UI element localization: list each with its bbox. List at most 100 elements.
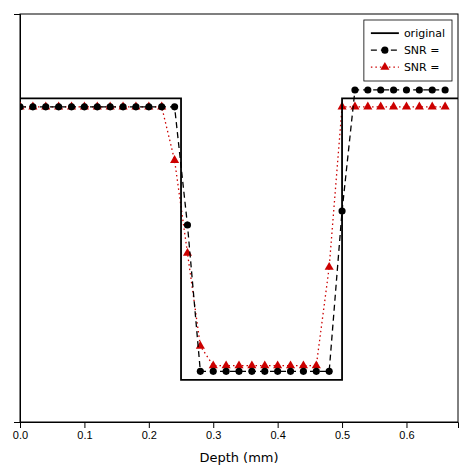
x-axis-title: Depth (mm): [199, 450, 278, 465]
series-marker: [106, 102, 115, 110]
x-tick-mark: [278, 422, 279, 428]
series-marker: [312, 360, 321, 368]
series-marker: [441, 102, 450, 110]
series-marker: [429, 86, 436, 93]
series-marker: [42, 103, 49, 110]
series-marker: [20, 102, 25, 110]
series-line: [20, 90, 445, 371]
data: [20, 86, 458, 379]
x-tick-label: 0.3: [206, 429, 221, 441]
series-marker: [286, 360, 295, 368]
x-tick: 0.2: [142, 422, 157, 441]
x-tick-label: 0.2: [142, 429, 157, 441]
legend-item: SNR =: [371, 61, 443, 74]
series-line: [20, 98, 458, 379]
series-marker: [210, 368, 217, 375]
legend-items: original SNR = SNR =: [371, 27, 445, 74]
series-marker: [416, 86, 423, 93]
x-tick-mark: [213, 422, 214, 428]
series-marker: [54, 102, 63, 110]
series-marker: [197, 368, 204, 375]
series-marker: [28, 102, 37, 110]
series-marker: [131, 102, 140, 110]
series-marker: [377, 86, 384, 93]
series-marker: [326, 368, 333, 375]
x-axis-line: [21, 423, 459, 429]
series: [20, 86, 449, 375]
series-marker: [287, 368, 294, 375]
x-tick: 0.1: [77, 422, 92, 441]
series-marker: [80, 102, 89, 110]
series-marker: [325, 262, 334, 270]
series-marker: [170, 155, 179, 163]
series: [20, 98, 458, 379]
series-marker: [144, 102, 153, 110]
chart: 0.0 0.1 0.2 0.3 0.4 0.5 0.6 Depth (mm) original S…: [0, 0, 474, 474]
legend-box: [364, 20, 452, 81]
x-tick: 0.5: [335, 422, 350, 441]
x-tick: 0.3: [206, 422, 221, 441]
series-marker: [157, 102, 166, 110]
legend-marker: [381, 47, 388, 54]
series-marker: [119, 103, 126, 110]
series-marker: [20, 103, 24, 110]
series-line: [20, 107, 445, 366]
series-marker: [402, 102, 411, 110]
series-marker: [363, 102, 372, 110]
series-marker: [209, 360, 218, 368]
legend-item: SNR =: [371, 44, 443, 57]
x-tick-label: 0.4: [270, 429, 285, 441]
plot-frame: [20, 14, 458, 422]
series-marker: [81, 103, 88, 110]
series-marker: [41, 102, 50, 110]
x-tick-mark: [149, 422, 150, 428]
series-marker: [350, 102, 359, 110]
series-marker: [235, 368, 242, 375]
series-marker: [68, 103, 75, 110]
x-tick-mark: [406, 422, 407, 428]
series-marker: [273, 360, 282, 368]
series-marker: [364, 86, 371, 93]
series-marker: [338, 207, 345, 214]
series-marker: [184, 221, 191, 228]
series-marker: [313, 368, 320, 375]
x-tick-label: 0.6: [399, 429, 414, 441]
series: [20, 102, 450, 369]
series-marker: [247, 360, 256, 368]
legend-label: SNR =: [404, 44, 443, 57]
x-tick: 0.4: [270, 422, 285, 441]
series-marker: [223, 368, 230, 375]
x-tick-mark: [342, 422, 343, 428]
x-tick: 0.6: [399, 422, 414, 441]
series-marker: [171, 103, 178, 110]
series-marker: [118, 102, 127, 110]
x-tick-label: 0.0: [13, 429, 28, 441]
series-marker: [248, 368, 255, 375]
legend-label: original: [404, 27, 445, 40]
series-marker: [107, 103, 114, 110]
plot: 0.0 0.1 0.2 0.3 0.4 0.5 0.6 Depth (mm) original S…: [13, 14, 459, 465]
series-marker: [300, 368, 307, 375]
legend-label: SNR =: [404, 61, 443, 74]
series-marker: [389, 102, 398, 110]
x-tick-mark: [84, 422, 85, 428]
series-marker: [158, 103, 165, 110]
series-marker: [132, 103, 139, 110]
series-marker: [260, 360, 269, 368]
series-marker: [222, 360, 231, 368]
series-marker: [29, 103, 36, 110]
legend: original SNR = SNR =: [364, 20, 452, 81]
series-marker: [93, 102, 102, 110]
legend-item: original: [371, 27, 445, 40]
series-marker: [234, 360, 243, 368]
legend-marker: [380, 62, 389, 70]
series-marker: [274, 368, 281, 375]
series-marker: [390, 86, 397, 93]
x-tick: 0.0: [13, 422, 28, 441]
series-marker: [428, 102, 437, 110]
series-marker: [94, 103, 101, 110]
series-marker: [403, 86, 410, 93]
x-tick-label: 0.1: [77, 429, 92, 441]
series-marker: [67, 102, 76, 110]
series-marker: [145, 103, 152, 110]
